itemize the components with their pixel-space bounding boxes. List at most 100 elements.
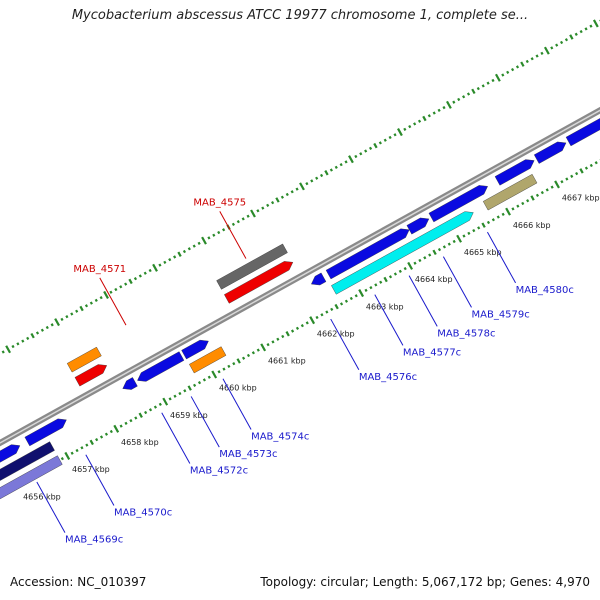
inner-ruler-tick bbox=[505, 207, 511, 216]
outer-ruler-tick bbox=[250, 209, 256, 218]
outer-ruler-tick bbox=[486, 81, 490, 85]
gene-feature[interactable] bbox=[0, 441, 55, 528]
outer-ruler-tick bbox=[515, 65, 520, 69]
gene-label[interactable]: MAB_4577c bbox=[403, 347, 461, 358]
backbone bbox=[0, 106, 600, 447]
outer-ruler-tick bbox=[559, 40, 564, 45]
inner-ruler-tick bbox=[193, 383, 197, 387]
gene-label[interactable]: MAB_4569c bbox=[65, 535, 123, 546]
inner-ruler-tick bbox=[575, 171, 579, 176]
outer-ruler-tick bbox=[1, 350, 5, 354]
axis-tick-label: 4666 kbp bbox=[513, 221, 551, 230]
outer-ruler-tick bbox=[393, 133, 397, 137]
inner-ruler-tick bbox=[119, 424, 123, 428]
gene-feature[interactable] bbox=[325, 228, 410, 280]
outer-ruler-tick bbox=[397, 128, 403, 137]
gene-feature[interactable] bbox=[565, 88, 600, 147]
gene-label[interactable]: MAB_4572c bbox=[190, 465, 248, 476]
inner-ruler-tick bbox=[75, 448, 79, 453]
feature-track bbox=[0, 88, 600, 542]
gene-label-leader bbox=[161, 412, 191, 464]
gene-label[interactable]: MAB_4571 bbox=[73, 264, 126, 275]
gene-label[interactable]: MAB_4579c bbox=[471, 309, 529, 320]
outer-ruler-tick bbox=[388, 135, 392, 140]
inner-ruler-tick bbox=[207, 375, 211, 379]
gene-feature[interactable] bbox=[428, 185, 488, 223]
inner-ruler-tick bbox=[251, 351, 255, 355]
gene-feature[interactable] bbox=[224, 261, 294, 304]
inner-ruler-tick bbox=[315, 315, 319, 320]
inner-ruler-tick bbox=[227, 364, 231, 368]
gene-feature[interactable] bbox=[0, 455, 63, 542]
gene-feature[interactable] bbox=[74, 364, 108, 387]
gene-feature[interactable] bbox=[122, 377, 138, 390]
inner-ruler-tick bbox=[379, 280, 383, 284]
inner-ruler-tick bbox=[467, 231, 471, 235]
outer-ruler-tick bbox=[187, 247, 191, 251]
inner-ruler-tick bbox=[413, 261, 417, 265]
outer-ruler-tick bbox=[182, 249, 186, 254]
outer-ruler-tick bbox=[222, 228, 226, 232]
outer-ruler-tick bbox=[481, 84, 485, 88]
outer-ruler-tick bbox=[26, 336, 30, 341]
inner-ruler-tick bbox=[158, 402, 162, 406]
gene-feature[interactable] bbox=[331, 211, 474, 295]
gene-feature[interactable] bbox=[66, 346, 102, 373]
gene-label[interactable]: MAB_4574c bbox=[251, 432, 309, 443]
inner-ruler-tick bbox=[285, 331, 290, 337]
outer-ruler-tick bbox=[21, 339, 25, 343]
outer-ruler-tick bbox=[280, 195, 284, 199]
inner-ruler-tick bbox=[89, 439, 94, 446]
axis-ticks: 4656 kbp 4657 kbp 4658 kbp 4659 kbp 4660 kbp… bbox=[23, 194, 599, 502]
gene-feature[interactable] bbox=[137, 351, 185, 382]
map-title: Mycobacterium abscessus ATCC 19977 chrom… bbox=[71, 8, 529, 23]
inner-ruler-tick bbox=[330, 307, 334, 311]
inner-ruler-tick bbox=[393, 272, 397, 276]
gene-feature[interactable] bbox=[494, 159, 535, 186]
outer-ruler-tick bbox=[378, 141, 382, 145]
gene-label[interactable]: MAB_4573c bbox=[219, 449, 277, 460]
outer-ruler-tick bbox=[45, 325, 49, 330]
outer-ruler-tick bbox=[579, 29, 583, 34]
outer-ruler-tick bbox=[348, 155, 354, 164]
inner-ruler-tick bbox=[320, 313, 324, 317]
outer-ruler-tick bbox=[422, 115, 427, 122]
outer-ruler-tick bbox=[5, 345, 12, 354]
outer-ruler-tick bbox=[574, 32, 578, 36]
gene-feature[interactable] bbox=[216, 243, 288, 290]
gene-label[interactable]: MAB_4578c bbox=[437, 328, 495, 339]
gene-feature[interactable] bbox=[311, 272, 327, 286]
axis-tick-label: 4660 kbp bbox=[219, 384, 257, 393]
gene-feature[interactable] bbox=[406, 217, 430, 235]
inner-ruler-tick bbox=[481, 222, 486, 228]
gene-feature[interactable] bbox=[189, 346, 227, 374]
outer-ruler-tick bbox=[163, 260, 167, 264]
outer-ruler-tick bbox=[231, 222, 235, 226]
inner-ruler-tick bbox=[554, 180, 560, 189]
inner-ruler-tick bbox=[579, 168, 584, 174]
gene-label[interactable]: MAB_4570c bbox=[114, 508, 172, 519]
outer-ruler-tick bbox=[511, 67, 515, 72]
outer-ruler-tick bbox=[417, 119, 422, 123]
outer-ruler-tick bbox=[40, 328, 44, 332]
outer-ruler-tick bbox=[446, 100, 452, 109]
outer-ruler-tick bbox=[295, 187, 299, 191]
gene-feature[interactable] bbox=[181, 339, 209, 360]
outer-ruler-tick bbox=[592, 19, 599, 28]
gene-label[interactable]: MAB_4580c bbox=[516, 285, 574, 296]
inner-ruler-tick bbox=[295, 326, 300, 330]
gene-label[interactable]: MAB_4575 bbox=[193, 197, 246, 208]
outer-ruler-tick bbox=[550, 46, 554, 50]
gene-label[interactable]: MAB_4576c bbox=[359, 372, 417, 383]
inner-ruler-tick bbox=[305, 321, 309, 325]
outer-ruler-tick bbox=[11, 344, 15, 349]
outer-ruler-tick bbox=[285, 192, 289, 197]
gene-feature[interactable] bbox=[533, 141, 567, 164]
outer-ruler-tick bbox=[275, 197, 280, 203]
inner-ruler-tick bbox=[134, 416, 138, 420]
gene-feature[interactable] bbox=[24, 418, 67, 447]
inner-ruler-tick bbox=[407, 261, 414, 270]
gene-feature[interactable] bbox=[0, 444, 21, 528]
gene-feature[interactable] bbox=[482, 173, 538, 211]
